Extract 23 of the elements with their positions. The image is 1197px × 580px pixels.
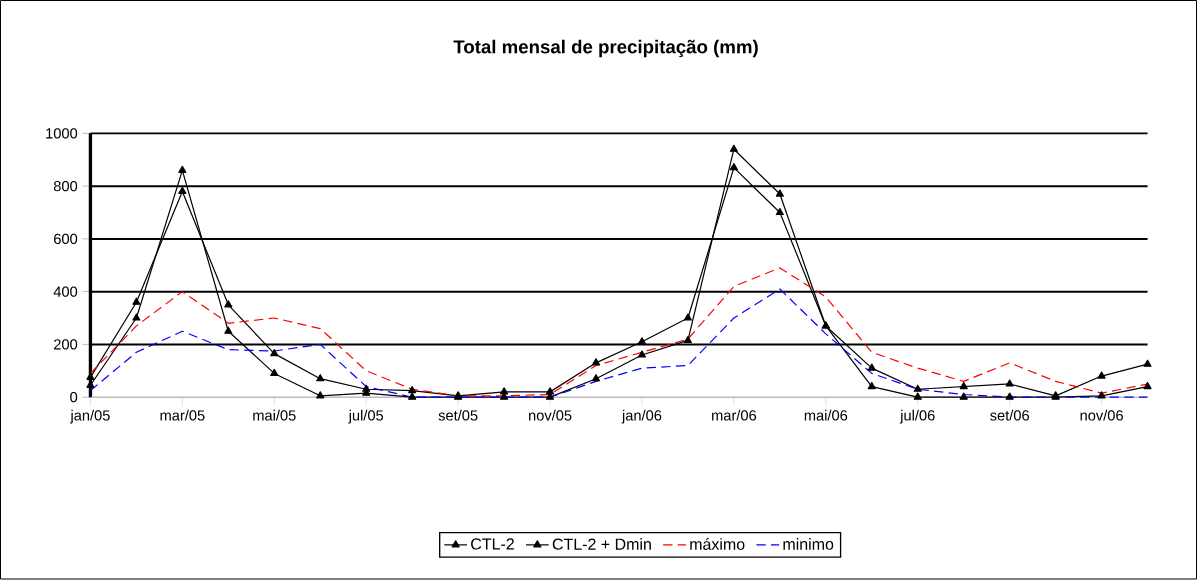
y-tick-label: 200 <box>54 339 78 350</box>
x-tick-label: jan/06 <box>621 410 662 424</box>
legend-label: máximo <box>690 538 745 551</box>
y-tick-label: 1000 <box>46 128 78 139</box>
x-tick-label: jul/06 <box>899 410 935 424</box>
x-tick-label: mai/05 <box>253 410 296 421</box>
x-tick-label: nov/06 <box>1080 410 1123 421</box>
x-tick-label: set/05 <box>438 410 478 421</box>
y-tick-label: 600 <box>54 233 78 245</box>
x-tick-label: jan/05 <box>70 410 110 424</box>
y-tick-label: 800 <box>53 181 78 192</box>
x-tick-label: set/06 <box>990 410 1029 421</box>
legend-label: CTL-2 <box>471 538 514 550</box>
chart-title: Total mensal de precipitação (mm) <box>453 40 758 58</box>
y-tick-label: 400 <box>53 286 78 298</box>
legend-label: CTL-2 + Dmin <box>552 538 651 551</box>
x-tick-label: mar/06 <box>712 410 757 421</box>
x-tick-label: jul/05 <box>348 410 384 424</box>
x-tick-label: mai/06 <box>804 410 848 421</box>
legend-label: minimo <box>783 538 834 551</box>
y-tick-label: 0 <box>70 392 78 403</box>
x-tick-label: nov/05 <box>529 410 572 421</box>
x-tick-label: mar/05 <box>160 410 205 421</box>
